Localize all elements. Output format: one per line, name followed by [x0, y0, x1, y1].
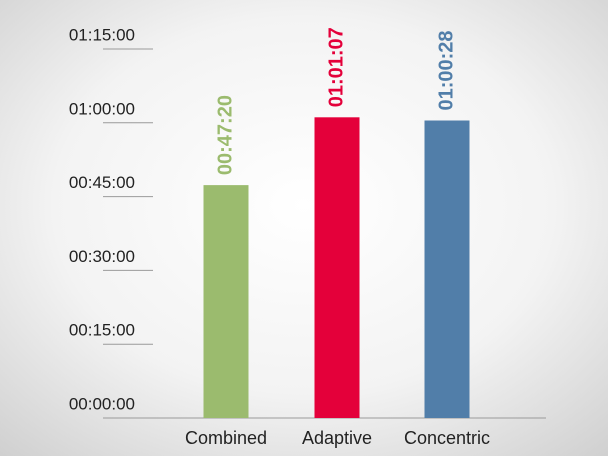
bar: [424, 120, 470, 418]
x-tick-label: Concentric: [404, 428, 490, 448]
y-tick-label: 00:30:00: [69, 247, 135, 266]
bar: [314, 117, 360, 418]
y-tick-label: 00:15:00: [69, 321, 135, 340]
value-label: 01:01:07: [325, 27, 347, 107]
y-tick-label: 00:00:00: [69, 394, 135, 413]
y-tick-label: 01:00:00: [69, 99, 135, 118]
y-tick-label: 00:45:00: [69, 173, 135, 192]
y-tick-label: 01:15:00: [69, 25, 135, 44]
x-tick-label: Adaptive: [302, 428, 372, 448]
bar: [203, 185, 249, 418]
value-label: 00:47:20: [214, 95, 236, 175]
x-tick-label: Combined: [185, 428, 267, 448]
value-label: 01:00:28: [435, 30, 457, 110]
